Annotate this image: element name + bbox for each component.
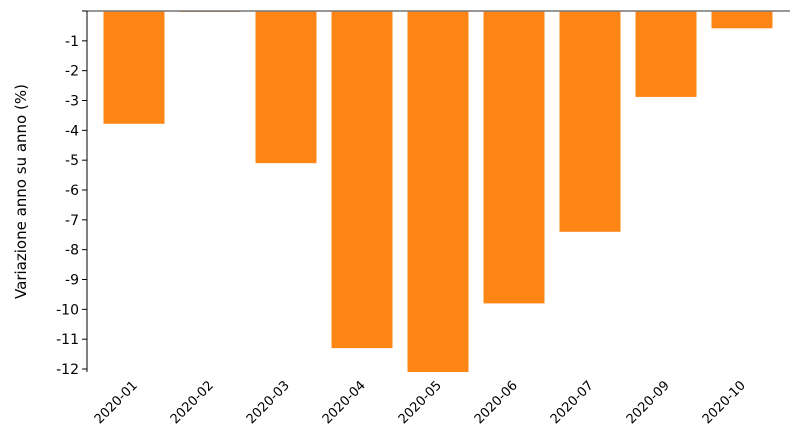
bar-2020-01	[103, 11, 165, 124]
x-tick-label: 2020-04	[320, 378, 369, 427]
bar-2020-04	[331, 11, 393, 349]
y-tick-label: -8	[65, 243, 79, 259]
x-tick-label: 2020-09	[624, 378, 673, 427]
x-tick-label: 2020-10	[700, 378, 749, 427]
y-axis-title: Variazione anno su anno (%)	[12, 84, 30, 299]
x-tick-label: 2020-03	[244, 378, 293, 427]
bars-group	[103, 11, 773, 372]
x-labels-group: 2020-01 2020-02 2020-03 2020-04 2020-05 2020-…	[92, 378, 749, 427]
bar-2020-09	[635, 11, 697, 97]
x-tick-label: 2020-05	[396, 378, 445, 427]
y-tick-label: -7	[65, 213, 79, 229]
x-tick-label: 2020-06	[472, 378, 521, 427]
y-tick-label: -12	[56, 362, 79, 378]
bar-2020-03	[255, 11, 317, 164]
x-tick-label: 2020-01	[92, 378, 141, 427]
y-ticks-group: -1 -2 -3 -4 -5 -6 -7 -8 -9 -10 -11 -12	[56, 10, 87, 378]
y-tick-label: -11	[56, 332, 79, 348]
y-tick-label: -10	[56, 302, 79, 318]
y-tick-label: -9	[65, 273, 79, 289]
x-tick-label: 2020-02	[168, 378, 217, 427]
y-tick-label: -6	[65, 183, 79, 199]
bar-2020-05	[407, 11, 469, 372]
y-tick-label: -3	[65, 94, 79, 110]
bar-2020-10	[711, 11, 773, 29]
y-tick-label: -1	[65, 34, 79, 50]
y-tick-label: -4	[65, 123, 79, 139]
x-tick-label: 2020-07	[548, 378, 597, 427]
y-tick-label: -2	[65, 64, 79, 80]
bar-2020-06	[483, 11, 545, 304]
y-tick-label: -5	[65, 153, 79, 169]
bar-2020-07	[559, 11, 621, 232]
